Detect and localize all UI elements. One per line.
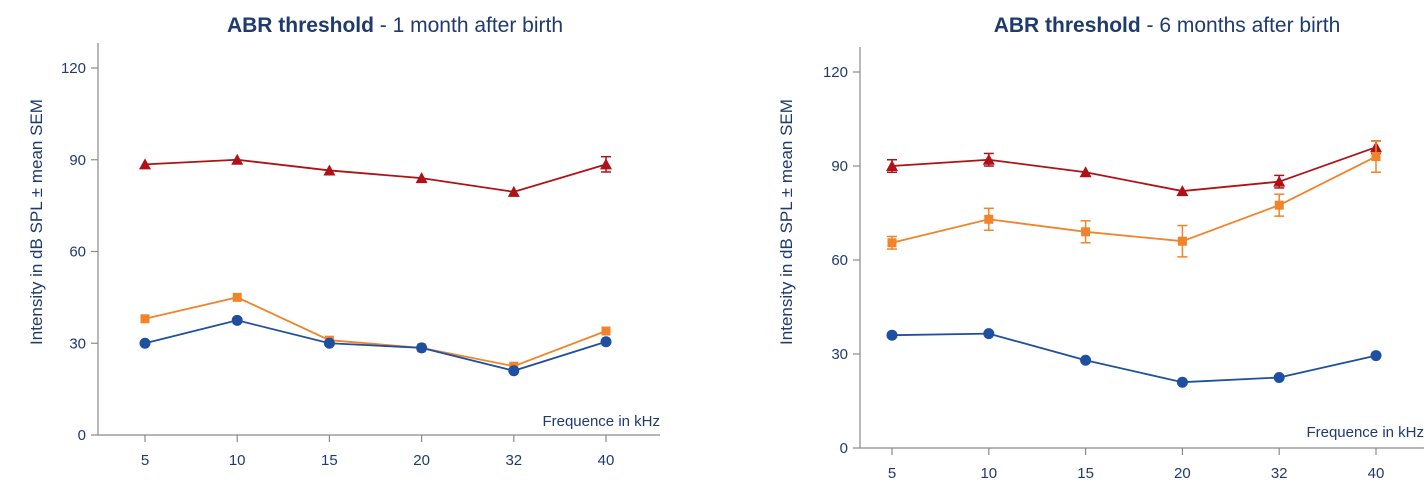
series-line-circle — [891, 332, 1377, 384]
data-point-circle — [139, 337, 151, 349]
y-tick-label: 30 — [831, 346, 848, 363]
x-tick-label: 32 — [505, 452, 522, 469]
data-point-circle — [1370, 350, 1382, 362]
data-point-square — [140, 314, 150, 324]
x-tick-label: 40 — [598, 452, 615, 469]
y-axis-label: Intensity in dB SPL ± mean SEM — [27, 99, 46, 345]
x-tick-label: 15 — [321, 452, 338, 469]
x-tick-label: 5 — [141, 452, 149, 469]
y-tick-label: 60 — [69, 244, 86, 261]
y-tick-label: 60 — [831, 252, 848, 269]
data-point-circle — [1176, 376, 1188, 388]
y-axis-label: Intensity in dB SPL ± mean SEM — [777, 99, 796, 345]
series-square — [140, 292, 611, 371]
data-point-square — [1177, 236, 1187, 246]
chart-subtitle: - 1 month after birth — [374, 14, 563, 37]
chart-title-main: ABR threshold — [994, 14, 1141, 37]
series-triangle — [139, 153, 612, 197]
data-point-circle — [600, 336, 612, 348]
data-point-circle — [508, 365, 520, 377]
data-point-triangle — [1079, 166, 1092, 178]
data-point-circle — [323, 337, 335, 349]
data-point-triangle — [507, 185, 520, 197]
data-point-triangle — [1273, 175, 1286, 187]
data-point-triangle — [1176, 185, 1189, 197]
data-point-circle — [886, 329, 898, 341]
x-tick-label: 20 — [1174, 465, 1191, 482]
data-point-triangle — [600, 158, 612, 170]
y-tick-label: 120 — [823, 64, 848, 81]
data-point-square — [887, 238, 897, 248]
x-axis-label: Frequence in kHz — [1306, 424, 1424, 441]
x-tick-label: 5 — [888, 465, 896, 482]
x-tick-label: 10 — [229, 452, 246, 469]
data-point-triangle — [323, 164, 336, 176]
data-point-triangle — [982, 153, 995, 165]
x-tick-label: 32 — [1271, 465, 1288, 482]
y-tick-label: 90 — [69, 152, 86, 169]
x-tick-label: 20 — [413, 452, 430, 469]
chart-6-months-svg: ABR threshold - 6 months after birth Int… — [777, 14, 1424, 482]
x-axis-label: Frequence in kHz — [542, 413, 660, 430]
data-point-square — [601, 326, 611, 336]
plot-area: 0 30 60 90 120 5 10 15 20 32 40 — [823, 47, 1424, 482]
y-tick-label: 120 — [61, 60, 86, 77]
chart-6-months: ABR threshold - 6 months after birth Int… — [712, 0, 1425, 486]
y-tick-label: 30 — [69, 335, 86, 352]
x-tick-label: 40 — [1368, 465, 1385, 482]
data-point-square — [1081, 227, 1091, 237]
series-circle — [886, 328, 1382, 388]
data-point-circle — [231, 314, 243, 326]
chart-subtitle: - 6 months after birth — [1141, 14, 1341, 37]
series-line-square — [891, 155, 1377, 244]
data-point-triangle — [886, 160, 898, 171]
chart-title-main: ABR threshold — [227, 14, 374, 37]
data-point-circle — [416, 342, 428, 354]
data-point-square — [1274, 200, 1284, 210]
data-point-circle — [1080, 354, 1092, 366]
data-point-circle — [1273, 372, 1285, 383]
data-point-triangle — [139, 158, 151, 170]
data-point-square — [232, 292, 242, 302]
chart-1-month-svg: ABR threshold - 1 month after birth Inte… — [27, 14, 660, 469]
series-line-circle — [144, 319, 607, 372]
x-tick-label: 15 — [1077, 465, 1094, 482]
data-point-circle — [983, 328, 995, 340]
series-line-triangle — [144, 158, 607, 193]
series-line-triangle — [891, 146, 1377, 192]
data-point-square — [984, 214, 994, 224]
y-tick-label: 0 — [78, 427, 86, 444]
plot-area: 0 30 60 90 120 5 10 15 20 32 40 — [61, 43, 660, 469]
chart-1-month: ABR threshold - 1 month after birth Inte… — [0, 0, 712, 486]
data-point-triangle — [231, 153, 244, 165]
series-square — [887, 140, 1381, 258]
series-triangle — [886, 140, 1382, 197]
data-point-square — [1371, 152, 1381, 162]
chart-title: ABR threshold - 6 months after birth — [994, 14, 1341, 37]
series-circle — [139, 314, 612, 377]
y-tick-label: 90 — [831, 158, 848, 175]
chart-title: ABR threshold - 1 month after birth — [227, 14, 563, 37]
x-tick-label: 10 — [980, 465, 997, 482]
y-tick-label: 0 — [840, 440, 848, 457]
series-line-square — [144, 296, 607, 368]
data-point-triangle — [415, 172, 428, 184]
